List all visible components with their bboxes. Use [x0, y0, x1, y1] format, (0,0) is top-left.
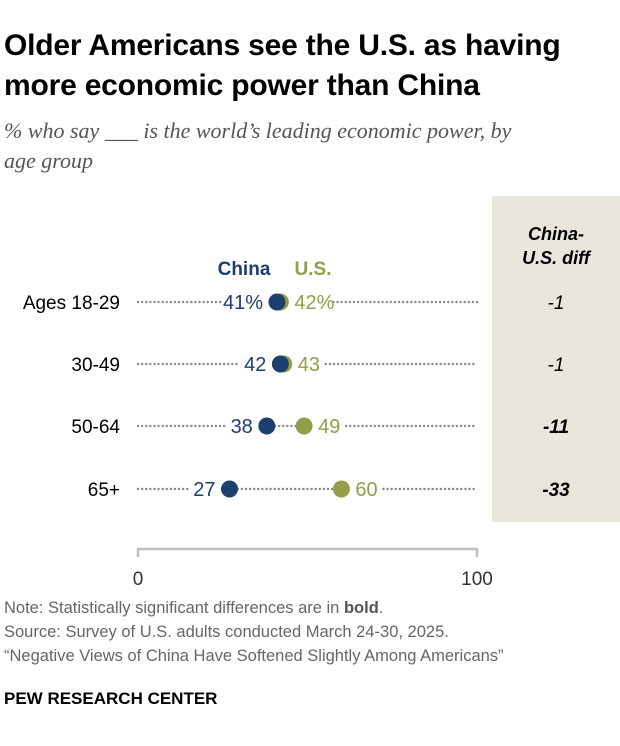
china-value-label: 38 — [231, 416, 253, 438]
title-line-1: Older Americans see the U.S. as having — [4, 29, 561, 62]
axis-tick-label-max: 100 — [461, 569, 493, 590]
category-label: 65+ — [88, 480, 120, 501]
subtitle-line-2: age group — [4, 148, 94, 173]
china-dot — [271, 355, 289, 373]
diff-column-background — [492, 196, 620, 522]
subtitle-prefix: % who say — [4, 118, 100, 143]
chart-row: 50-64 38 49 -11 — [71, 416, 569, 438]
us-value-label: 49 — [318, 416, 340, 438]
china-value-label: 41% — [223, 292, 263, 314]
pew-research-center-logo: PEW RESEARCH CENTER — [4, 689, 218, 708]
category-label: 50-64 — [71, 417, 120, 438]
us-value-label: 60 — [355, 479, 377, 501]
legend-china: China — [218, 259, 271, 280]
chart-row: Ages 18-29 41% 42% -1 — [23, 292, 565, 314]
legend-us: U.S. — [295, 259, 332, 280]
chart-row: 30-49 42 43 -1 — [71, 354, 564, 376]
china-dot — [268, 293, 286, 311]
us-value-label: 43 — [298, 354, 320, 376]
diff-header-line-2: U.S. diff — [522, 248, 592, 268]
category-label: 30-49 — [71, 355, 120, 376]
source-line: Source: Survey of U.S. adults conducted … — [4, 623, 449, 641]
chart-subtitle: % who say ___ is the world’s leading eco… — [4, 116, 616, 176]
notes-block: Note: Statistically significant differen… — [4, 596, 616, 668]
subtitle-blank: ___ — [104, 118, 138, 143]
axis-line — [136, 547, 479, 557]
subtitle-suffix: is the world’s leading economic power, b… — [143, 118, 512, 143]
china-dot — [258, 417, 276, 435]
note-text: Note: Statistically significant differen… — [4, 599, 340, 617]
diff-value: -11 — [543, 417, 569, 438]
us-value-label: 42% — [294, 292, 334, 314]
us-dot — [295, 417, 313, 435]
china-value-label: 27 — [193, 479, 215, 501]
report-title-line: “Negative Views of China Have Softened S… — [4, 647, 504, 665]
diff-value: -1 — [548, 293, 565, 314]
chart-rows: Ages 18-29 41% 42% -1 30-49 42 43 -1 50-64 38 49 -1… — [23, 292, 570, 501]
chart-title: Older Americans see the U.S. as having m… — [4, 26, 616, 106]
diff-value: -33 — [542, 480, 570, 501]
china-value-label: 42 — [244, 354, 266, 376]
category-label: Ages 18-29 — [23, 293, 120, 314]
us-dot — [332, 480, 350, 498]
note-line: Note: Statistically significant differen… — [4, 596, 616, 620]
axis-tick-label-min: 0 — [133, 569, 144, 590]
diff-value: -1 — [548, 355, 565, 376]
note-period: . — [378, 599, 384, 617]
x-axis: 0 100 — [133, 547, 493, 590]
note-bold-word: bold — [343, 599, 379, 617]
china-dot — [221, 480, 239, 498]
title-line-2: more economic power than China — [4, 69, 480, 102]
diff-header-line-1: China- — [528, 224, 584, 244]
chart-row: 65+ 27 60 -33 — [88, 479, 570, 501]
